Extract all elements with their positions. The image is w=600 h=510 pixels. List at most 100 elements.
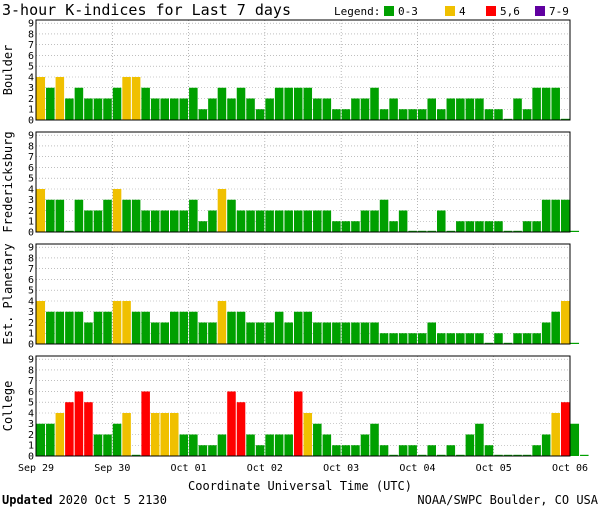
bar (475, 333, 484, 344)
bar (265, 322, 274, 344)
x-tick-label: Oct 06 (552, 463, 588, 474)
bar (551, 199, 560, 232)
y-tick-label: 7 (28, 264, 34, 275)
bar (198, 221, 208, 232)
bar (360, 98, 370, 120)
bar (93, 434, 103, 456)
y-tick-label: 3 (28, 195, 34, 206)
bar (379, 333, 389, 344)
bar (332, 322, 341, 344)
bar (179, 210, 189, 232)
legend-item-label: 7-9 (549, 5, 569, 18)
bar (189, 87, 198, 120)
bar (456, 333, 465, 344)
bar (131, 311, 141, 344)
bar (131, 76, 141, 120)
bar (351, 445, 360, 456)
bar (84, 98, 93, 120)
bar (370, 322, 379, 344)
bar (179, 98, 189, 120)
bar (332, 221, 341, 232)
bar (150, 98, 160, 120)
y-tick-label: 0 (28, 452, 34, 463)
y-tick-label: 4 (28, 184, 34, 195)
bar (427, 98, 436, 120)
bar (74, 311, 84, 344)
bar (389, 454, 398, 456)
bar (255, 445, 265, 456)
y-tick-label: 9 (28, 355, 34, 366)
bar (65, 98, 74, 120)
bar (46, 199, 55, 232)
bar (131, 454, 141, 456)
bar (293, 210, 303, 232)
y-tick-label: 6 (28, 275, 34, 286)
y-tick-label: 4 (28, 72, 34, 83)
bar (408, 230, 417, 232)
bar (255, 210, 265, 232)
y-tick-label: 0 (28, 340, 34, 351)
bar (427, 445, 436, 456)
legend-label: Legend: (334, 5, 380, 18)
bar (246, 98, 255, 120)
bar (351, 322, 360, 344)
bar (55, 311, 65, 344)
updated-value: 2020 Oct 5 2130 (59, 493, 167, 507)
bar (84, 322, 93, 344)
legend-item-label: 5,6 (500, 5, 520, 18)
bar (313, 423, 322, 456)
bar (417, 333, 427, 344)
y-tick-label: 7 (28, 40, 34, 51)
bar (494, 454, 503, 456)
bar (227, 199, 236, 232)
bar (160, 210, 169, 232)
bar (208, 445, 217, 456)
bar (274, 87, 284, 120)
bar (560, 199, 570, 232)
bar (475, 98, 484, 120)
y-tick-label: 9 (28, 243, 34, 254)
bar (141, 391, 150, 456)
y-tick-label: 8 (28, 253, 34, 264)
bar (170, 412, 179, 456)
bar (437, 454, 446, 456)
legend-item-label: 0-3 (398, 5, 418, 18)
bar (551, 412, 560, 456)
bar (150, 322, 160, 344)
panels: 0123456789Boulder0123456789Fredericksbur… (1, 19, 589, 463)
bar (494, 109, 503, 120)
x-axis-title: Coordinate Universal Time (UTC) (188, 479, 412, 493)
bar (265, 98, 274, 120)
bar (465, 98, 475, 120)
panel-frame (35, 355, 571, 457)
bar (122, 300, 131, 344)
bar (475, 423, 484, 456)
legend-swatch-3 (535, 6, 545, 16)
y-tick-label: 1 (28, 217, 34, 228)
y-tick-label: 6 (28, 51, 34, 62)
bar (494, 333, 503, 344)
bar (55, 76, 65, 120)
bar (503, 454, 513, 456)
bar (484, 445, 494, 456)
y-tick-label: 0 (28, 228, 34, 239)
bar (551, 87, 560, 120)
y-tick-label: 8 (28, 29, 34, 40)
bar (313, 98, 322, 120)
chart-title: 3-hour K-indices for Last 7 days (2, 1, 291, 19)
bar (293, 311, 303, 344)
bar (532, 87, 541, 120)
y-tick-label: 1 (28, 329, 34, 340)
y-tick-label: 4 (28, 408, 34, 419)
bar (103, 434, 112, 456)
y-tick-label: 1 (28, 105, 34, 116)
bar (93, 210, 103, 232)
bar (103, 98, 112, 120)
x-tick-label: Sep 29 (18, 463, 54, 474)
x-tick-label: Oct 03 (323, 463, 359, 474)
bar (560, 402, 570, 456)
bar (580, 454, 589, 456)
bar (332, 109, 341, 120)
bar (427, 230, 436, 232)
